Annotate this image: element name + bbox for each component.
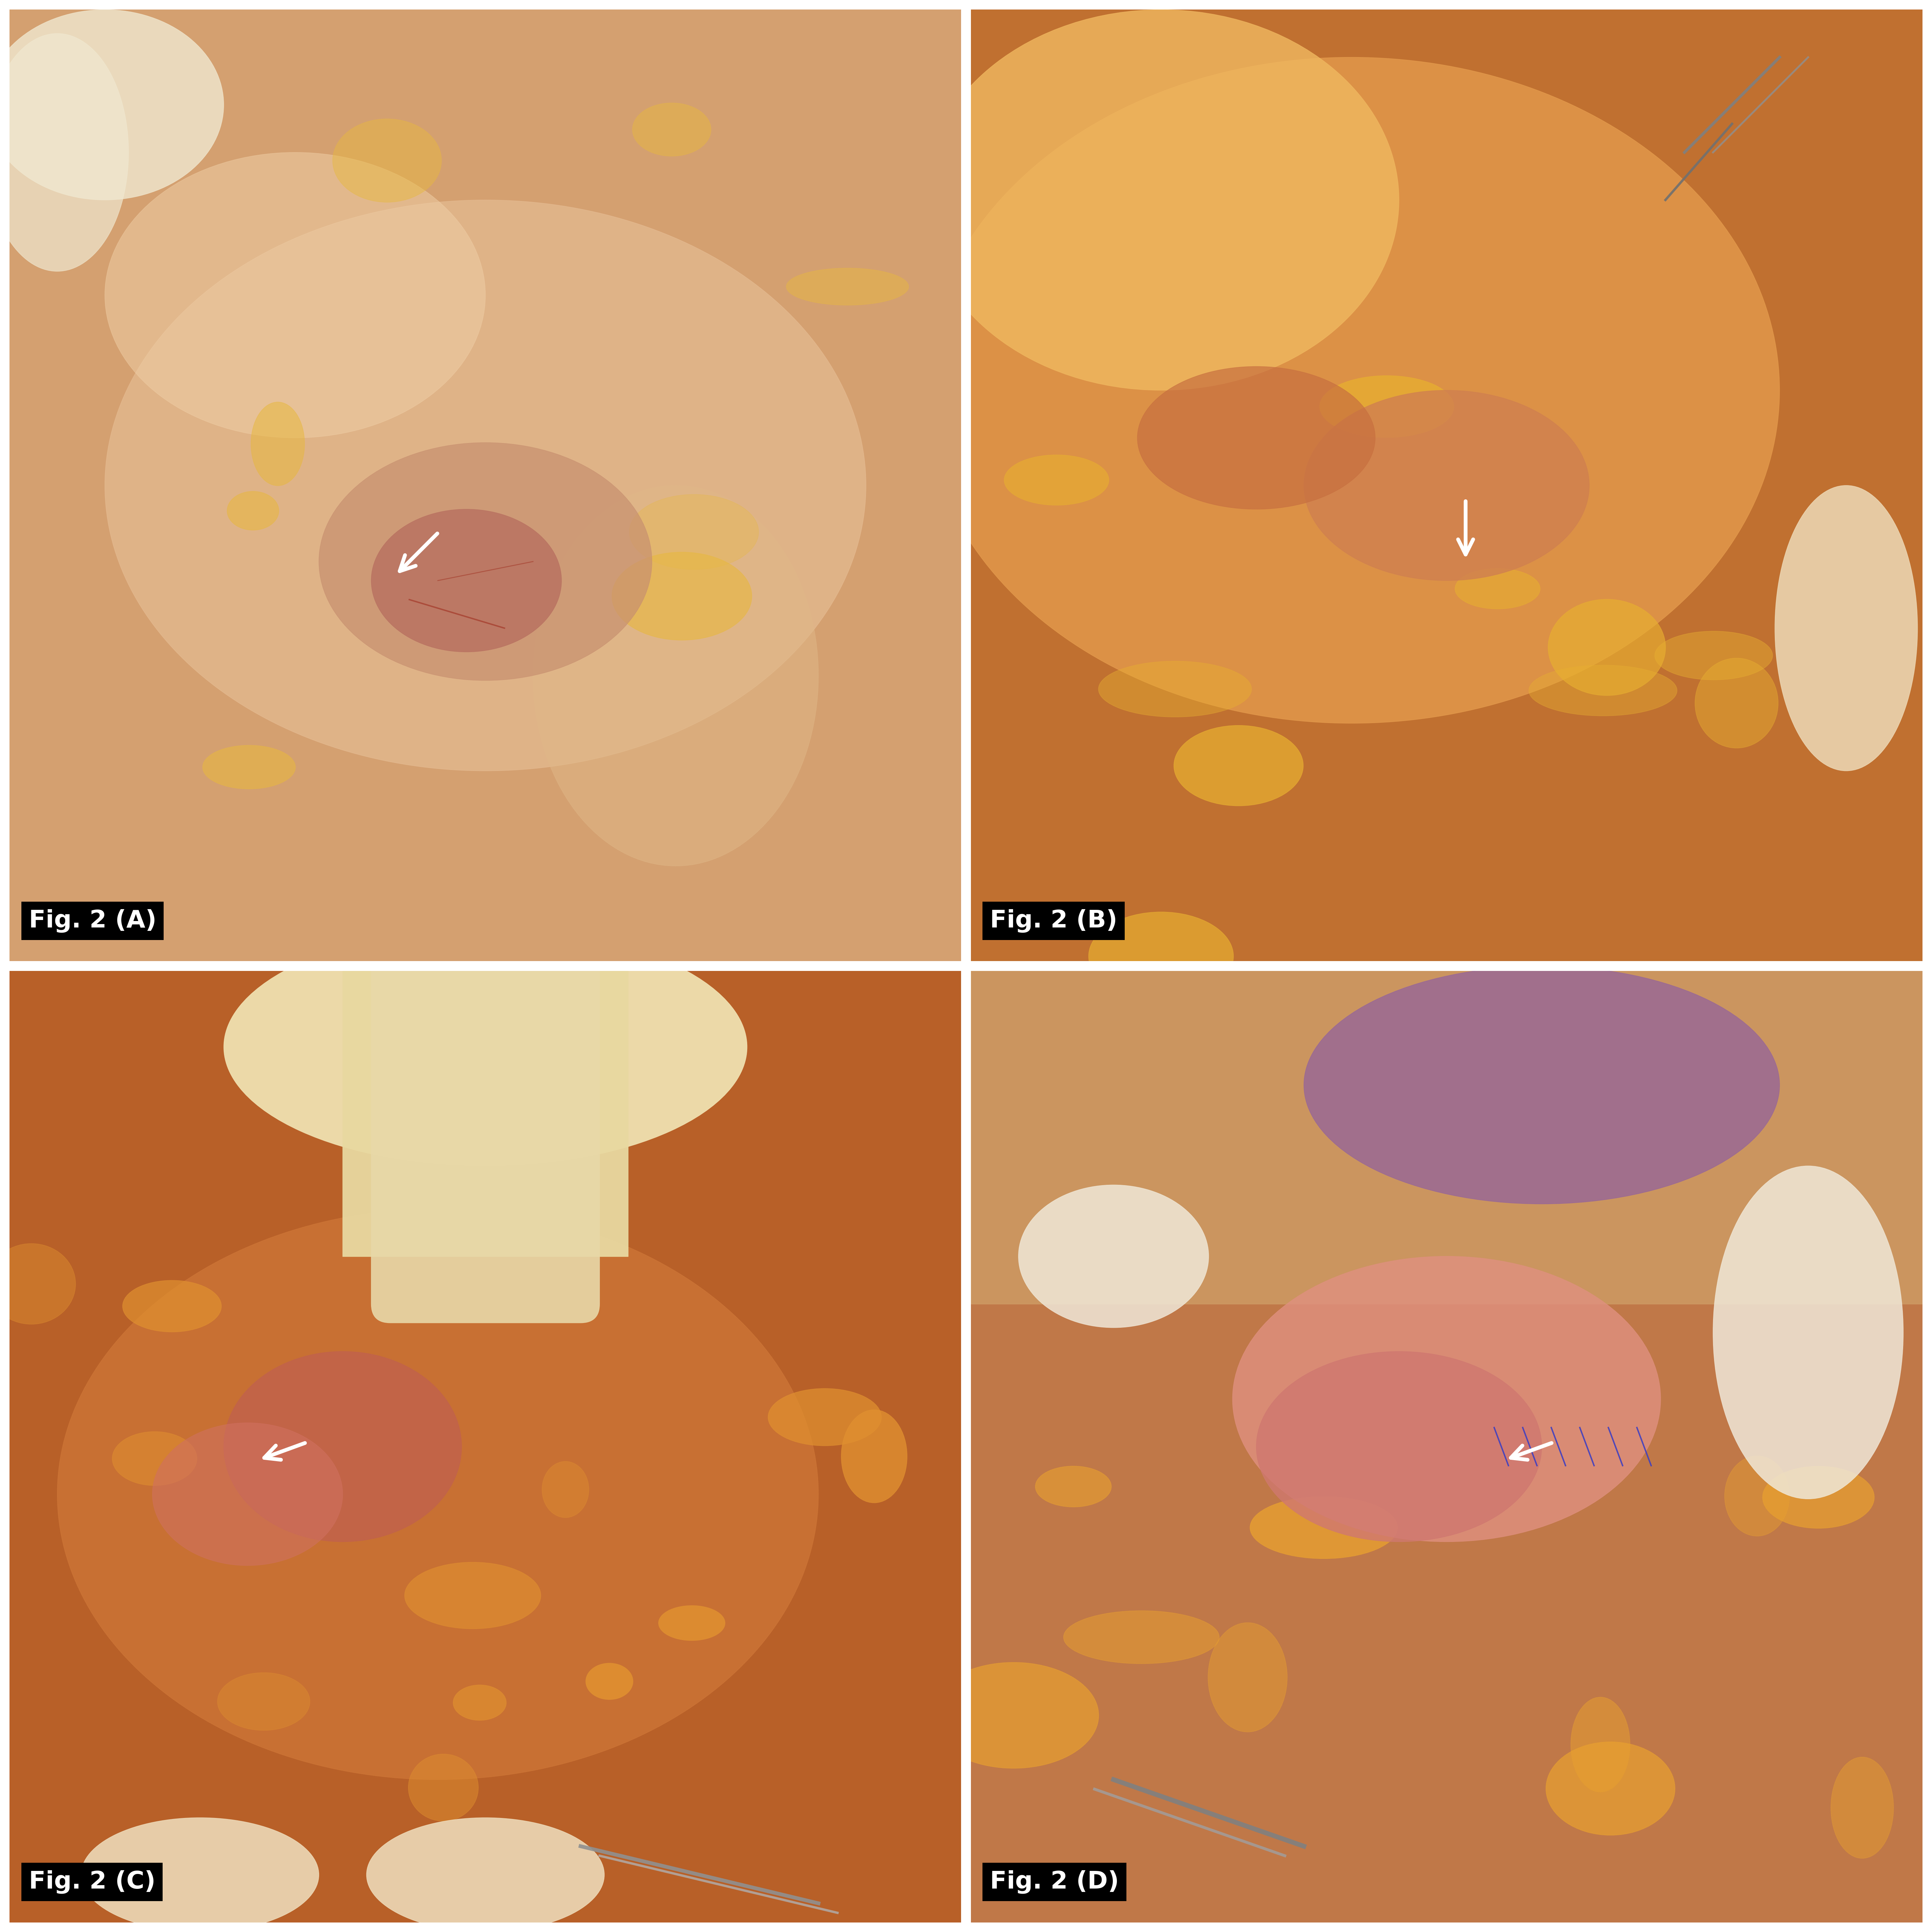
Ellipse shape xyxy=(1005,454,1109,504)
Ellipse shape xyxy=(224,1352,462,1542)
Ellipse shape xyxy=(58,1209,819,1779)
Ellipse shape xyxy=(840,1410,908,1503)
Ellipse shape xyxy=(533,485,819,866)
Ellipse shape xyxy=(612,553,752,639)
Ellipse shape xyxy=(1776,485,1918,771)
Ellipse shape xyxy=(1548,599,1665,696)
Ellipse shape xyxy=(454,1685,506,1719)
Ellipse shape xyxy=(104,153,485,439)
Ellipse shape xyxy=(1208,1623,1287,1731)
Ellipse shape xyxy=(404,1563,541,1629)
Ellipse shape xyxy=(104,201,866,771)
Ellipse shape xyxy=(923,10,1399,390)
Text: Fig. 2 (A): Fig. 2 (A) xyxy=(29,910,156,933)
Ellipse shape xyxy=(1304,966,1779,1204)
Ellipse shape xyxy=(1088,912,1233,1001)
Ellipse shape xyxy=(371,510,562,651)
Ellipse shape xyxy=(630,495,759,570)
Ellipse shape xyxy=(585,1663,634,1700)
Ellipse shape xyxy=(251,402,305,485)
Ellipse shape xyxy=(1320,375,1455,437)
Ellipse shape xyxy=(408,1754,479,1822)
Ellipse shape xyxy=(1832,1756,1893,1859)
Ellipse shape xyxy=(203,746,296,788)
FancyBboxPatch shape xyxy=(371,952,599,1323)
Ellipse shape xyxy=(769,1389,881,1445)
Ellipse shape xyxy=(786,269,908,305)
Ellipse shape xyxy=(1654,632,1774,680)
Ellipse shape xyxy=(1175,724,1304,806)
Ellipse shape xyxy=(1250,1497,1397,1559)
Ellipse shape xyxy=(1725,1457,1789,1536)
Ellipse shape xyxy=(1528,665,1677,717)
Ellipse shape xyxy=(1714,1165,1903,1499)
Ellipse shape xyxy=(153,1422,342,1565)
Bar xyxy=(970,970,1922,1304)
Ellipse shape xyxy=(224,927,748,1165)
Ellipse shape xyxy=(0,33,129,270)
Ellipse shape xyxy=(543,1461,589,1519)
Ellipse shape xyxy=(659,1605,724,1640)
Ellipse shape xyxy=(1018,1184,1209,1327)
Ellipse shape xyxy=(218,1673,309,1731)
Ellipse shape xyxy=(1256,1352,1542,1542)
Ellipse shape xyxy=(923,58,1779,723)
Ellipse shape xyxy=(1571,1696,1631,1793)
Ellipse shape xyxy=(1138,367,1376,510)
Ellipse shape xyxy=(1099,661,1252,717)
Ellipse shape xyxy=(1546,1743,1675,1835)
Bar xyxy=(342,923,628,1256)
Ellipse shape xyxy=(122,1281,222,1331)
Ellipse shape xyxy=(319,442,651,680)
Ellipse shape xyxy=(1762,1466,1874,1528)
Ellipse shape xyxy=(1233,1256,1662,1542)
Text: Fig. 2 (C): Fig. 2 (C) xyxy=(29,1870,155,1893)
Ellipse shape xyxy=(228,491,278,529)
Ellipse shape xyxy=(1036,1466,1111,1507)
Ellipse shape xyxy=(332,120,442,203)
Ellipse shape xyxy=(1304,390,1590,582)
Ellipse shape xyxy=(929,1662,1099,1768)
Ellipse shape xyxy=(1455,568,1540,609)
Ellipse shape xyxy=(632,102,711,156)
Ellipse shape xyxy=(0,10,224,201)
Ellipse shape xyxy=(1063,1611,1219,1663)
Ellipse shape xyxy=(367,1818,605,1932)
Ellipse shape xyxy=(112,1432,197,1486)
Ellipse shape xyxy=(1694,659,1777,748)
Ellipse shape xyxy=(81,1818,319,1932)
Text: Fig. 2 (D): Fig. 2 (D) xyxy=(989,1870,1119,1893)
Text: Fig. 2 (B): Fig. 2 (B) xyxy=(989,910,1117,933)
Ellipse shape xyxy=(0,1244,75,1323)
